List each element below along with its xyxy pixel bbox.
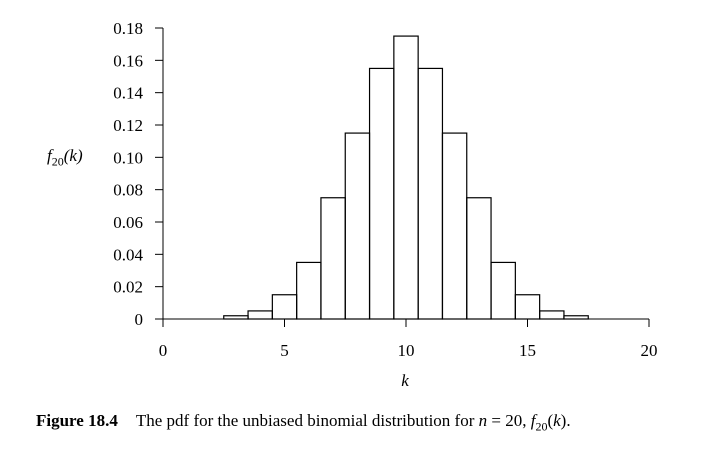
histogram-bar xyxy=(320,197,346,320)
histogram-bar xyxy=(271,294,298,320)
y-tick-label: 0.08 xyxy=(113,181,143,200)
y-tick-label: 0.06 xyxy=(113,213,143,232)
x-tick-label: 20 xyxy=(641,341,658,360)
histogram-bar xyxy=(417,67,444,320)
y-tick-label: 0.10 xyxy=(113,148,143,167)
y-tick-label: 0.14 xyxy=(113,84,143,103)
axes xyxy=(155,28,649,320)
histogram-bar xyxy=(514,294,541,320)
y-tick-label: 0.18 xyxy=(113,19,143,38)
x-tick-label: 0 xyxy=(159,341,168,360)
y-tick-label: 0 xyxy=(135,310,144,329)
histogram-bar xyxy=(247,310,273,320)
histogram-bar xyxy=(344,132,371,320)
y-axis-label: f20(k) xyxy=(47,146,83,169)
x-tick-label: 5 xyxy=(280,341,289,360)
histogram-bar xyxy=(368,67,395,320)
y-tick-label: 0.12 xyxy=(113,116,143,135)
caption-text: The pdf for the unbiased binomial distri… xyxy=(135,411,571,434)
histogram-bar xyxy=(490,261,516,320)
histogram-bar xyxy=(441,132,468,320)
histogram-bar xyxy=(539,310,565,320)
x-tick-label: 10 xyxy=(398,341,415,360)
histogram-bar xyxy=(563,315,589,320)
histogram-bars xyxy=(223,35,589,320)
histogram-bar xyxy=(296,261,322,320)
y-tick-label: 0.02 xyxy=(113,278,143,297)
y-tick-label: 0.04 xyxy=(113,245,143,264)
histogram-bar xyxy=(466,197,492,320)
figure-caption: Figure 18.4 The pdf for the unbiased bino… xyxy=(36,411,571,434)
x-axis-label: k xyxy=(401,371,409,390)
figure-number: Figure 18.4 xyxy=(36,411,118,430)
ticks: 0 0.02 0.04 0.06 0.08 0.10 0.12 0.14 0.16 0.18 0 5 1… xyxy=(113,19,657,360)
histogram-bar xyxy=(223,315,249,320)
x-tick-label: 15 xyxy=(519,341,536,360)
histogram-bar xyxy=(393,35,419,320)
y-tick-label: 0.16 xyxy=(113,51,143,70)
